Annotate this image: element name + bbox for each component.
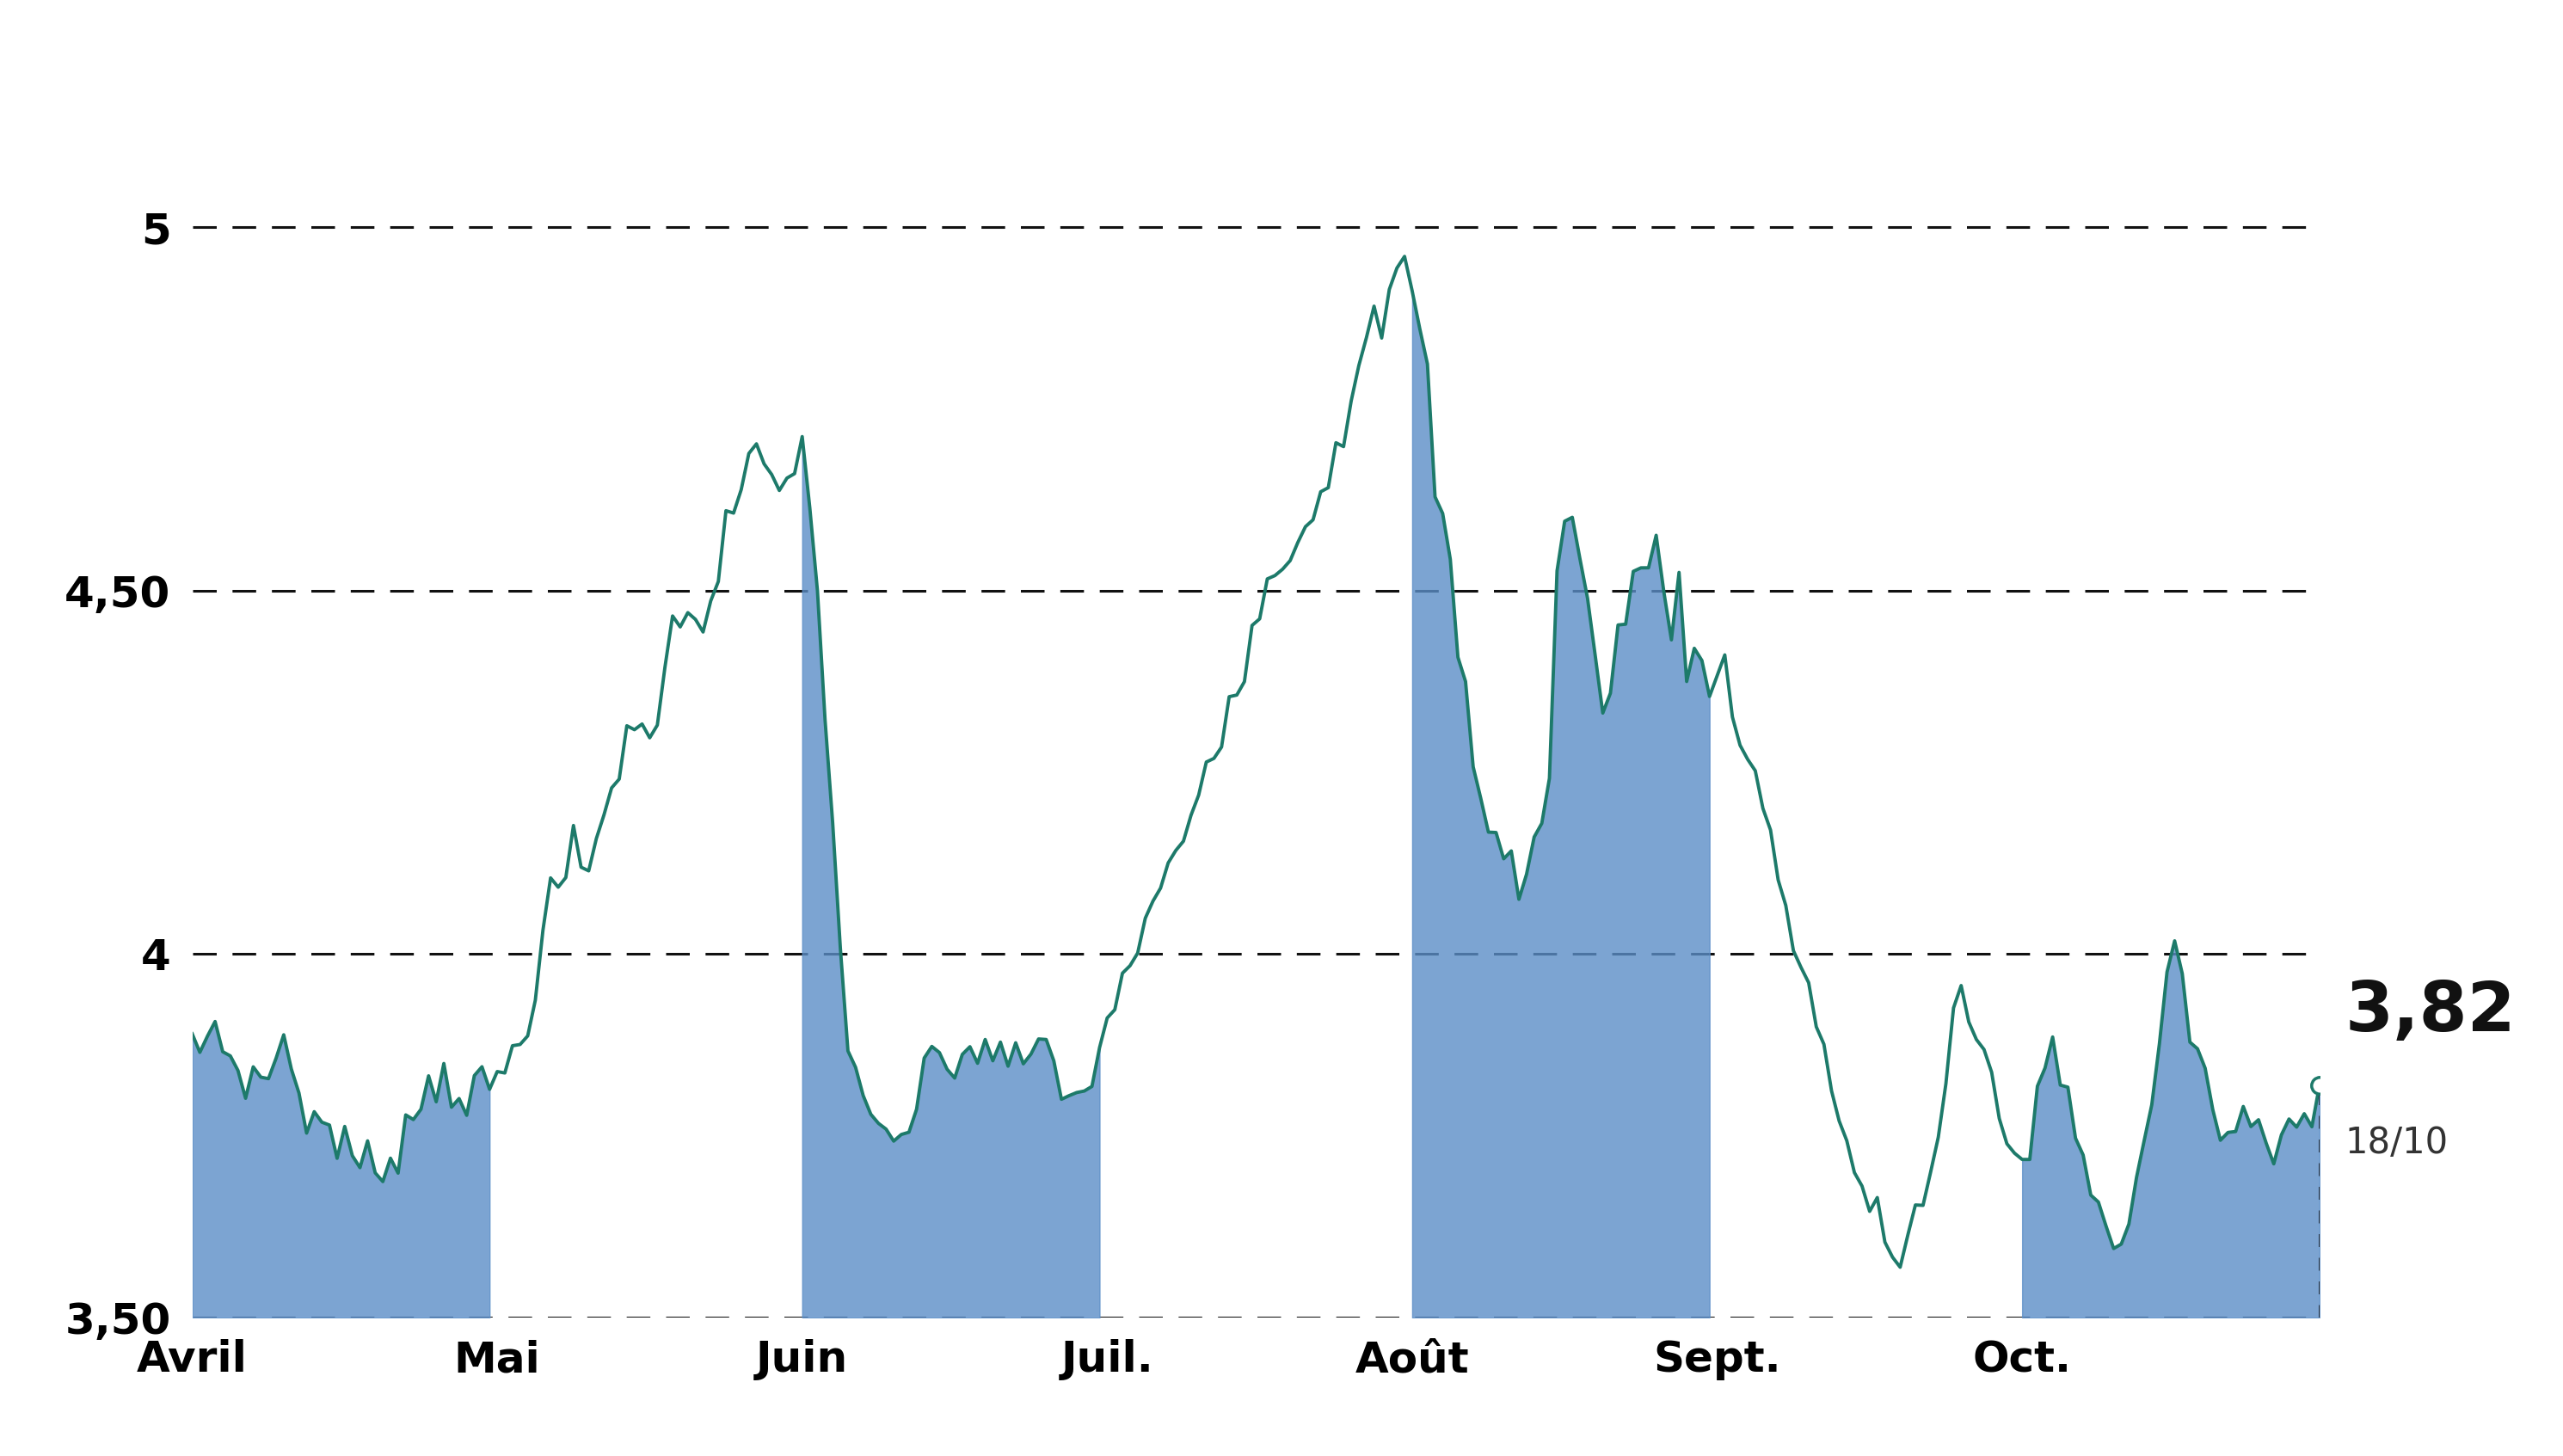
- Text: 3,82: 3,82: [2345, 978, 2517, 1045]
- Text: EUTELSAT COMMUNIC.: EUTELSAT COMMUNIC.: [677, 17, 1886, 111]
- Text: 18/10: 18/10: [2345, 1125, 2448, 1162]
